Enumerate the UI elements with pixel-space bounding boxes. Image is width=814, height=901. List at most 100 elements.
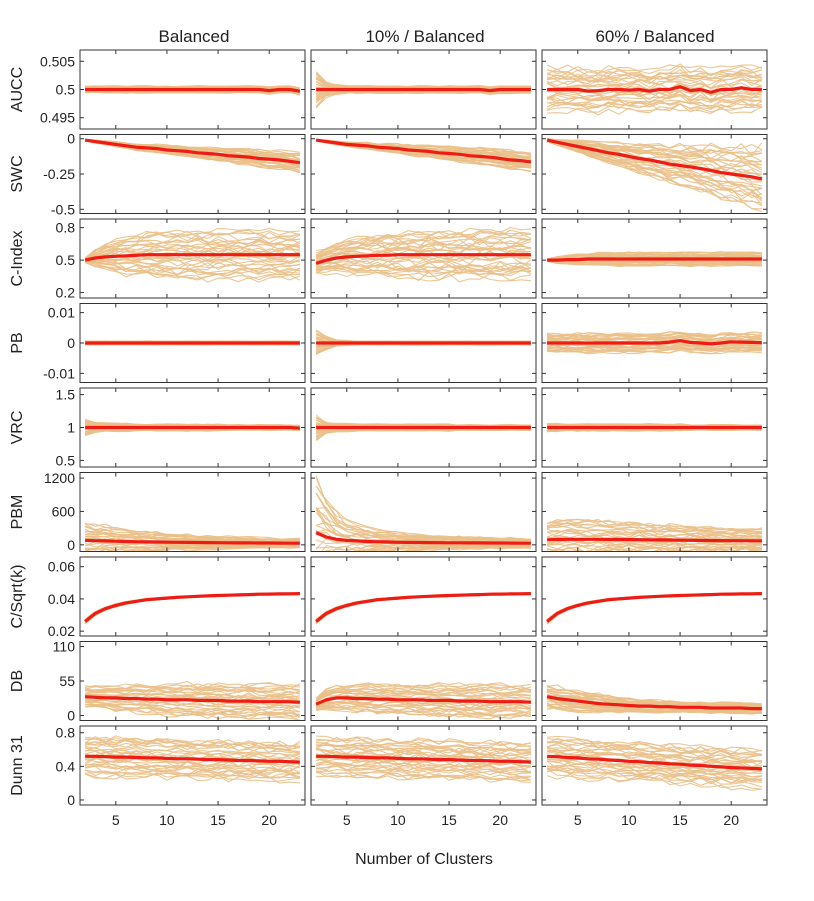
simulation-trace <box>315 91 531 109</box>
simulation-trace <box>85 742 301 754</box>
simulation-trace <box>546 593 762 624</box>
simulation-trace <box>85 736 301 748</box>
panel-frame-c-index-col1 <box>79 218 306 299</box>
y-tick-label-pb: -0.01 <box>43 365 75 381</box>
simulation-trace <box>315 593 531 624</box>
simulation-trace <box>84 593 300 624</box>
row-label-vrc: VRC <box>9 411 26 445</box>
panel-frame-c-sqrt-k-col2 <box>310 556 537 637</box>
simulation-trace <box>84 761 301 773</box>
mean-line-c-index-col3 <box>547 257 762 262</box>
simulation-trace <box>315 747 531 759</box>
mean-line-pbm-col2 <box>315 531 531 545</box>
simulation-trace <box>547 735 763 752</box>
simulation-trace <box>546 99 762 109</box>
row-label-aucc: AUCC <box>9 67 26 112</box>
simulation-trace <box>547 347 762 353</box>
simulation-trace <box>316 138 531 154</box>
simulation-trace <box>84 593 300 624</box>
simulation-trace <box>84 593 300 624</box>
simulation-trace <box>546 139 762 189</box>
simulation-trace <box>546 71 762 81</box>
simulation-trace <box>546 593 762 624</box>
simulation-trace <box>546 545 762 552</box>
simulation-trace <box>316 741 531 751</box>
simulation-trace <box>315 593 531 624</box>
panel-frames-layer <box>79 49 768 806</box>
simulation-trace <box>316 261 532 272</box>
simulation-trace <box>315 263 532 274</box>
simulation-trace <box>84 686 300 693</box>
simulation-trace <box>84 244 301 261</box>
simulation-trace <box>315 691 531 703</box>
x-tick-label: 15 <box>672 812 688 828</box>
simulation-trace <box>315 343 531 355</box>
simulation-trace <box>547 760 762 778</box>
simulation-trace <box>316 769 532 781</box>
row-label-c-index: C-Index <box>9 230 26 286</box>
y-tick-label-swc: -0.5 <box>51 201 75 217</box>
simulation-trace <box>315 232 532 256</box>
simulation-trace <box>315 593 531 624</box>
bundle-dunn-31-col1 <box>84 735 301 784</box>
row-label-c-sqrt-k: C/Sqrt(k) <box>9 565 26 629</box>
simulation-trace <box>315 330 531 343</box>
simulation-trace <box>315 509 531 544</box>
simulation-trace <box>546 593 762 624</box>
y-tick-label-pbm: 0 <box>67 537 75 553</box>
simulation-trace <box>316 258 532 269</box>
x-tick-label: 5 <box>343 812 351 828</box>
simulation-trace <box>546 593 762 624</box>
y-tick-label-db: 0 <box>67 707 75 723</box>
simulation-trace <box>546 742 763 763</box>
simulation-trace <box>84 234 301 260</box>
mean-lines-layer <box>84 85 763 771</box>
panel-frame-pbm-col2 <box>310 472 537 552</box>
simulation-trace <box>85 340 300 343</box>
simulation-trace <box>84 230 301 259</box>
y-tick-label-db: 55 <box>59 673 75 689</box>
simulation-trace <box>547 768 762 784</box>
simulation-trace <box>316 737 532 747</box>
x-tick-label: 15 <box>210 812 226 828</box>
simulation-trace <box>84 769 300 780</box>
mean-line-db-col1 <box>85 695 300 704</box>
simulation-trace <box>84 593 300 624</box>
panel-frame-pbm-col3 <box>541 472 768 552</box>
simulation-trace <box>546 89 762 102</box>
simulation-trace <box>678 550 762 552</box>
x-tick-label: 20 <box>492 812 508 828</box>
simulation-trace <box>315 593 531 624</box>
simulation-trace <box>85 769 301 779</box>
titles-layer: Balanced 10% / Balanced 60% / Balanced N… <box>9 27 715 868</box>
simulation-trace <box>315 593 531 624</box>
simulation-trace <box>85 680 301 690</box>
simulation-trace <box>546 593 762 625</box>
x-tick-label: 20 <box>261 812 277 828</box>
y-tick-label-vrc: 0.5 <box>56 452 76 468</box>
mean-line-c-index-col2 <box>315 253 531 265</box>
mean-line-vrc-col1 <box>85 425 301 430</box>
mean-line-dunn-31-col3 <box>547 754 762 771</box>
simulation-trace <box>315 770 531 781</box>
simulation-trace <box>85 764 300 775</box>
mean-line-c-index-col1 <box>84 253 300 262</box>
simulation-trace <box>315 259 531 271</box>
simulation-trace <box>315 593 531 625</box>
simulation-trace <box>85 138 300 153</box>
simulation-trace <box>84 593 300 625</box>
simulation-trace <box>546 78 762 90</box>
simulation-trace <box>315 329 531 342</box>
simulation-trace <box>84 593 300 624</box>
simulation-trace <box>84 419 300 427</box>
simulation-trace <box>546 758 762 775</box>
bundle-dunn-31-col3 <box>546 735 763 791</box>
simulation-trace <box>85 698 300 709</box>
mean-line-pbm-col1 <box>85 538 300 545</box>
simulation-trace <box>316 736 531 748</box>
simulation-trace <box>84 593 300 625</box>
simulation-trace <box>84 261 301 281</box>
mean-line-pb-col3 <box>547 339 762 346</box>
simulation-trace <box>315 506 531 542</box>
simulation-trace <box>315 702 532 712</box>
